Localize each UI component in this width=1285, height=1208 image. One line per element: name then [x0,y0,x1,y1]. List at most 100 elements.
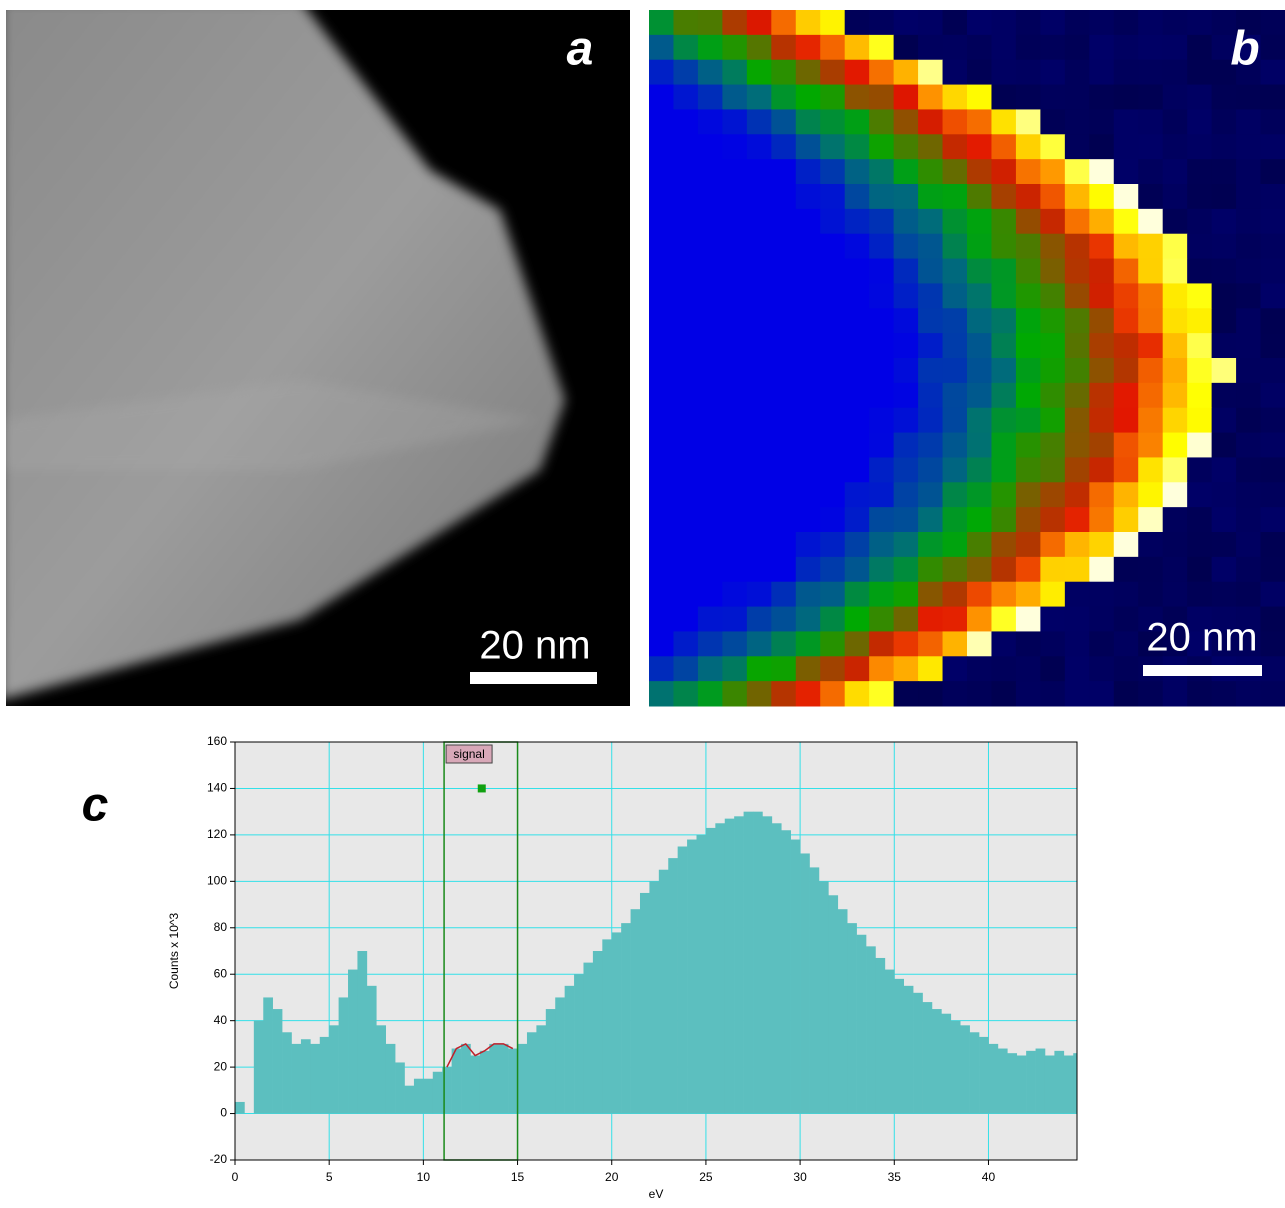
map-pixel [1236,59,1262,86]
map-pixel [1138,581,1164,608]
map-pixel [1187,184,1213,210]
map-pixel [844,457,870,483]
map-pixel [1138,432,1164,458]
map-pixel [967,208,992,235]
map-pixel [1113,258,1139,284]
bar [395,1062,405,1114]
map-pixel [893,358,919,384]
map-pixel [1187,134,1213,160]
map-pixel [1211,34,1237,61]
map-pixel [1187,308,1213,334]
map-pixel [820,109,846,135]
map-pixel [967,606,992,632]
map-pixel [918,84,944,110]
map-pixel [967,556,992,583]
map-pixel [1187,482,1213,508]
map-pixel [1236,10,1262,36]
map-pixel [844,681,870,707]
map-pixel [991,407,1017,434]
bar [1007,1053,1018,1114]
bar [875,957,886,1114]
map-pixel [673,184,699,210]
map-pixel [844,581,870,608]
bar [310,1043,321,1114]
map-pixel [673,258,699,284]
map-pixel [967,84,992,110]
map-pixel [1260,159,1285,185]
map-pixel [649,606,674,632]
map-pixel [942,606,968,632]
map-pixel [1187,631,1213,657]
map-pixel [967,308,992,334]
map-pixel [1064,184,1090,210]
map-pixel [893,656,919,682]
map-pixel [1064,308,1090,334]
map-pixel [967,681,992,707]
map-pixel [1260,10,1285,36]
map-pixel [771,482,797,508]
map-pixel [869,84,895,110]
map-pixel [991,283,1017,309]
map-pixel [942,556,968,583]
map-pixel [1236,208,1262,235]
map-pixel [967,656,992,682]
map-pixel [722,581,748,608]
map-pixel [722,631,748,657]
map-pixel [795,84,821,110]
map-pixel [893,184,919,210]
map-pixel [820,407,846,434]
map-pixel [1040,84,1066,110]
map-pixel [967,382,992,409]
map-pixel [967,333,992,359]
map-pixel [869,482,895,508]
bar [432,1071,443,1114]
map-pixel [1236,407,1262,434]
map-pixel [918,184,944,210]
map-pixel [991,382,1017,409]
bar [1016,1055,1027,1114]
map-pixel [795,507,821,533]
map-pixel [942,233,968,260]
map-pixel [795,184,821,210]
map-pixel [1187,581,1213,608]
map-pixel [844,59,870,86]
map-pixel [697,283,723,309]
map-pixel [1040,656,1066,682]
map-pixel [967,507,992,533]
map-pixel [991,532,1017,558]
map-pixel [1015,84,1041,110]
map-pixel [1236,258,1262,284]
bar [442,1067,452,1114]
map-pixel [893,432,919,458]
map-pixel [1211,258,1237,284]
map-pixel [1015,358,1041,384]
map-pixel [1040,134,1066,160]
map-pixel [771,34,797,61]
map-pixel [771,134,797,160]
bar [545,1009,556,1114]
map-pixel [869,134,895,160]
map-pixel [1015,556,1041,583]
map-pixel [673,556,699,583]
map-pixel [844,208,870,235]
map-pixel [1089,59,1115,86]
map-pixel [795,532,821,558]
map-pixel [820,581,846,608]
map-pixel [1138,208,1164,235]
map-pixel [1211,358,1237,384]
bar [781,830,791,1114]
map-pixel [1015,208,1041,235]
map-pixel [1211,432,1237,458]
map-pixel [1162,184,1188,210]
map-pixel [1162,258,1188,284]
map-pixel [1187,507,1213,533]
map-pixel [722,681,748,707]
bar [1026,1050,1036,1114]
map-pixel [1211,233,1237,260]
map-pixel [1260,258,1285,284]
map-pixel [1236,34,1262,61]
map-pixel [697,457,723,483]
map-pixel [771,681,797,707]
map-pixel [844,233,870,260]
map-pixel [771,606,797,632]
